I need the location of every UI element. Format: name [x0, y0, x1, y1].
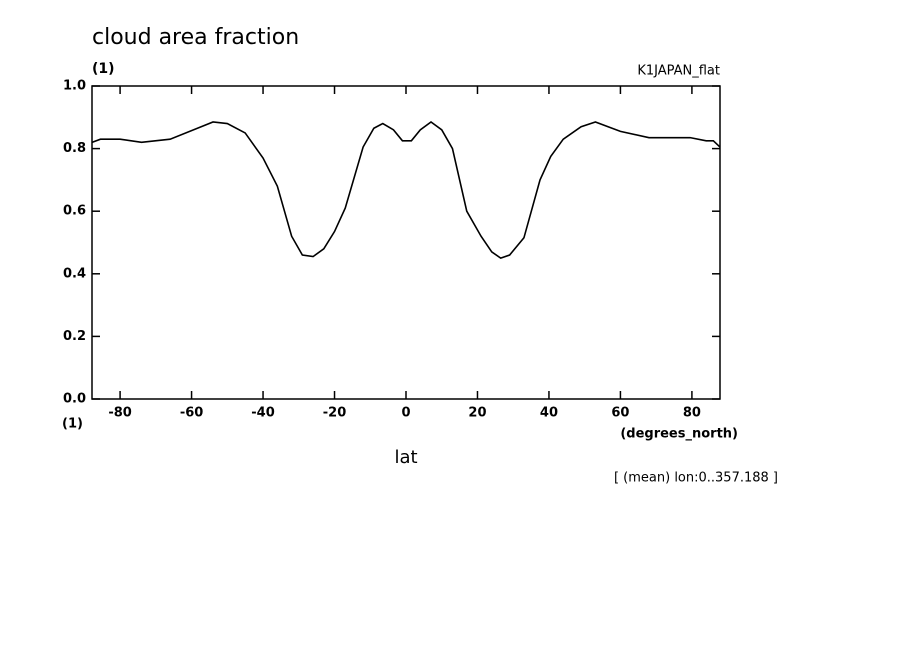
y-unit: (1) [92, 61, 115, 77]
x-unit: (1) [62, 417, 83, 432]
y-tick-label: 0.8 [63, 141, 86, 156]
x-tick-label: 20 [468, 406, 486, 421]
x-axis-label: lat [394, 447, 417, 468]
subtitle: K1JAPAN_flat [637, 64, 720, 79]
x-tick-label: -60 [180, 406, 204, 421]
data-line [91, 121, 721, 260]
y-tick-label: 0.0 [63, 392, 86, 407]
x-tick-label: 0 [401, 406, 410, 421]
chart-title: cloud area fraction [92, 25, 299, 50]
x-tick-label: -80 [108, 406, 132, 421]
y-tick-label: 0.6 [63, 204, 86, 219]
x-tick-label: 80 [683, 406, 701, 421]
y-tick-label: 1.0 [63, 79, 86, 94]
x-axis-unit: (degrees_north) [620, 427, 738, 442]
x-tick-label: 60 [611, 406, 629, 421]
y-tick-label: 0.2 [63, 329, 86, 344]
x-tick-label: -40 [251, 406, 275, 421]
x-tick-label: 40 [540, 406, 558, 421]
annotation: [ (mean) lon:0..357.188 ] [614, 471, 778, 486]
x-tick-label: -20 [323, 406, 347, 421]
y-tick-label: 0.4 [63, 266, 86, 281]
